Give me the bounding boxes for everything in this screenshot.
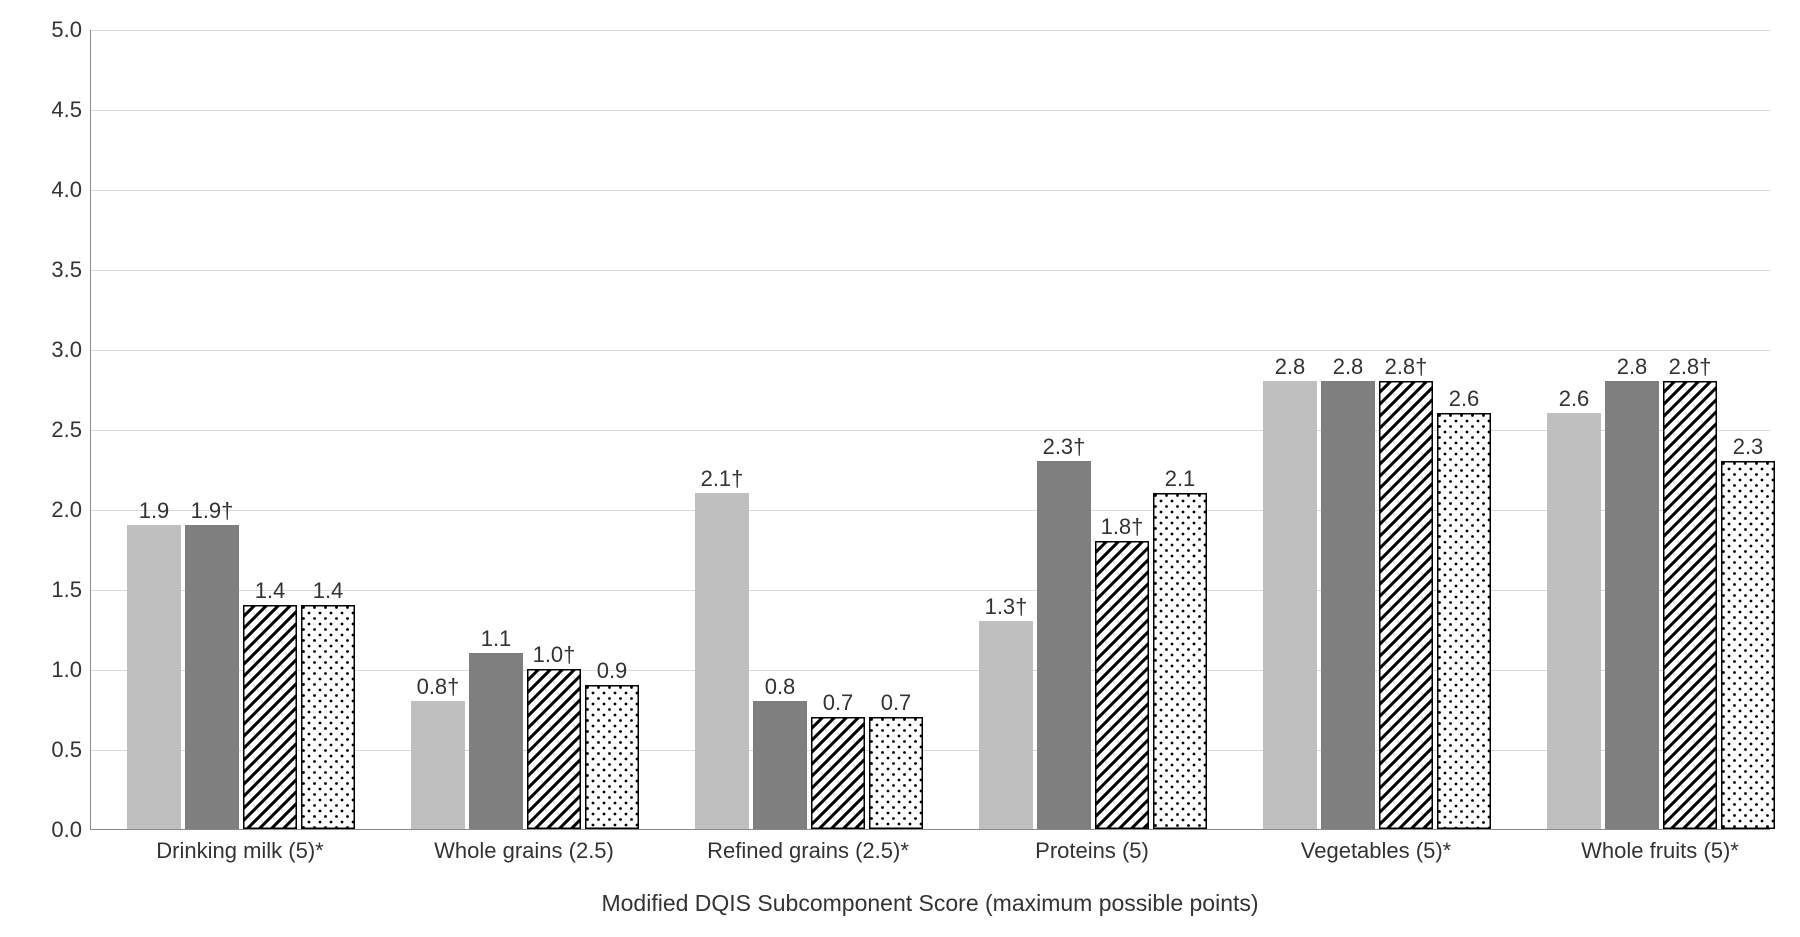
bar [527, 669, 581, 829]
bar-value-label: 0.8† [417, 674, 460, 700]
bar-value-label: 1.9† [191, 498, 234, 524]
gridline [91, 30, 1770, 31]
bar [127, 525, 181, 829]
bar-value-label: 2.1 [1165, 466, 1196, 492]
bar-value-label: 2.6 [1449, 386, 1480, 412]
bar [811, 717, 865, 829]
bar-value-label: 2.8 [1333, 354, 1364, 380]
y-tick-label: 3.0 [32, 337, 82, 363]
bar [1153, 493, 1207, 829]
y-tick-label: 2.0 [32, 497, 82, 523]
x-tick-label: Proteins (5) [1035, 838, 1149, 864]
bar [1095, 541, 1149, 829]
bar-value-label: 2.6 [1559, 386, 1590, 412]
x-axis-title: Modified DQIS Subcomponent Score (maximu… [90, 890, 1770, 917]
plot-area: 1.9 1.9† 1.4 1.4 0.8† 1.1 1.0† 0.9 2.1† 0.8 0.7 0.7… [90, 30, 1770, 830]
bar-value-label: 0.8 [765, 674, 796, 700]
gridline [91, 270, 1770, 271]
bar-value-label: 1.3† [985, 594, 1028, 620]
bar-value-label: 2.8† [1385, 354, 1428, 380]
y-tick-label: 2.5 [32, 417, 82, 443]
bar-value-label: 2.8† [1669, 354, 1712, 380]
bar [1037, 461, 1091, 829]
y-tick-label: 0.0 [32, 817, 82, 843]
x-tick-label: Whole grains (2.5) [434, 838, 614, 864]
y-tick-label: 4.0 [32, 177, 82, 203]
bar-value-label: 0.7 [823, 690, 854, 716]
bar-value-label: 1.4 [255, 578, 286, 604]
bar-value-label: 1.1 [481, 626, 512, 652]
bar-value-label: 2.8 [1275, 354, 1306, 380]
y-tick-label: 3.5 [32, 257, 82, 283]
y-tick-label: 1.0 [32, 657, 82, 683]
x-tick-label: Drinking milk (5)* [156, 838, 323, 864]
bar-value-label: 1.4 [313, 578, 344, 604]
gridline [91, 110, 1770, 111]
y-tick-label: 4.5 [32, 97, 82, 123]
bar-value-label: 2.3 [1733, 434, 1764, 460]
bar [1437, 413, 1491, 829]
gridline [91, 350, 1770, 351]
gridline [91, 510, 1770, 511]
bar [243, 605, 297, 829]
bar [185, 525, 239, 829]
bar-value-label: 1.9 [139, 498, 170, 524]
bar [1605, 381, 1659, 829]
bar [753, 701, 807, 829]
bar-value-label: 2.3† [1043, 434, 1086, 460]
bar [1321, 381, 1375, 829]
y-tick-label: 1.5 [32, 577, 82, 603]
bar [301, 605, 355, 829]
bar-value-label: 0.9 [597, 658, 628, 684]
chart-container: 1.9 1.9† 1.4 1.4 0.8† 1.1 1.0† 0.9 2.1† 0.8 0.7 0.7… [20, 20, 1780, 917]
bar [979, 621, 1033, 829]
bar [1547, 413, 1601, 829]
bar [469, 653, 523, 829]
bar [1263, 381, 1317, 829]
x-tick-label: Refined grains (2.5)* [707, 838, 909, 864]
x-tick-label: Vegetables (5)* [1301, 838, 1451, 864]
bar [869, 717, 923, 829]
x-tick-label: Whole fruits (5)* [1581, 838, 1739, 864]
bar-value-label: 1.0† [533, 642, 576, 668]
bar-value-label: 1.8† [1101, 514, 1144, 540]
bar [411, 701, 465, 829]
y-tick-label: 0.5 [32, 737, 82, 763]
bar [1663, 381, 1717, 829]
y-tick-label: 5.0 [32, 17, 82, 43]
bar [585, 685, 639, 829]
bar [695, 493, 749, 829]
bar [1379, 381, 1433, 829]
bar [1721, 461, 1775, 829]
bar-value-label: 0.7 [881, 690, 912, 716]
bar-value-label: 2.1† [701, 466, 744, 492]
gridline [91, 430, 1770, 431]
bar-value-label: 2.8 [1617, 354, 1648, 380]
gridline [91, 190, 1770, 191]
